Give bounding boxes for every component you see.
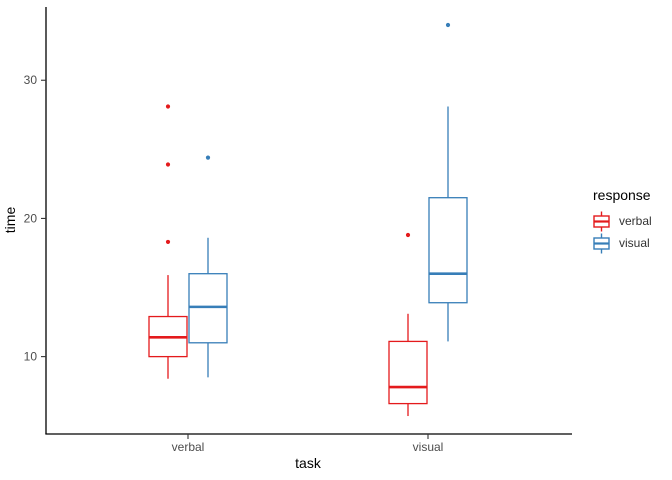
box-iqr (188, 273, 228, 344)
x-axis-title: task (295, 455, 322, 471)
boxplot-visual-verbal (388, 232, 428, 417)
legend-title: response (593, 187, 651, 203)
outlier-point (445, 22, 451, 28)
boxplot-verbal-verbal (148, 104, 188, 379)
outlier-point (205, 155, 211, 160)
outlier-point (405, 232, 411, 238)
boxplot-key-icon (593, 211, 610, 231)
outlier-point (165, 162, 171, 167)
box-iqr (428, 197, 468, 304)
box-iqr (388, 340, 428, 405)
x-tick-label: visual (413, 440, 444, 454)
outlier-point (165, 239, 171, 245)
boxplot-key-icon (593, 233, 610, 253)
y-tick-label: 30 (24, 73, 38, 87)
legend-label-verbal: verbal (619, 214, 652, 228)
y-tick-label: 10 (24, 350, 38, 364)
legend-entry-visual: visual (592, 232, 652, 254)
y-tick-label: 20 (24, 211, 38, 225)
boxplot-visual-visual (428, 22, 468, 342)
boxplot-verbal-visual (188, 155, 228, 378)
legend: response verbal visual (592, 187, 652, 254)
chart-layer: 10 20 30 verbal visual (24, 7, 572, 454)
legend-label-visual: visual (619, 236, 650, 250)
y-axis-title: time (2, 207, 18, 234)
legend-entry-verbal: verbal (592, 210, 652, 232)
outlier-point (165, 104, 171, 109)
x-tick-label: verbal (172, 440, 205, 454)
